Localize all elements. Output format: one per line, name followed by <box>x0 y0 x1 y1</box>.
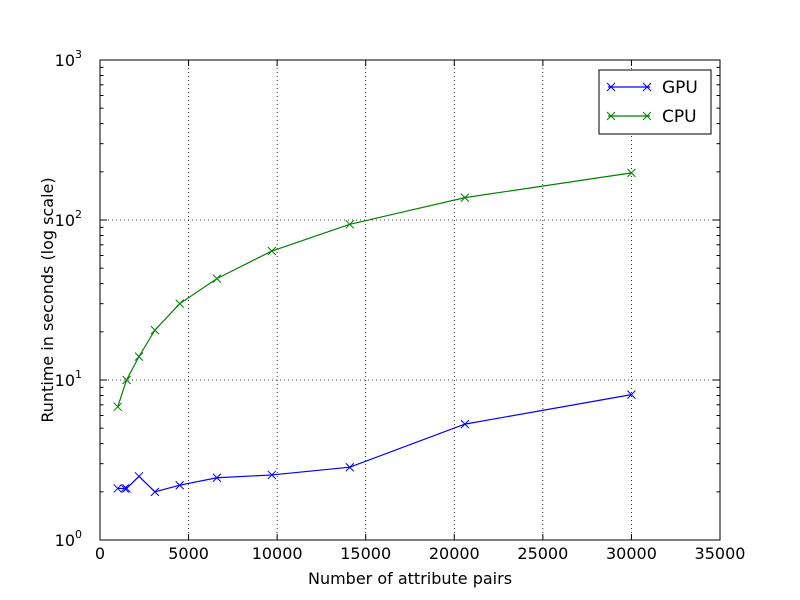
gpu-point <box>175 480 185 490</box>
cpu-legend-marker <box>642 111 652 121</box>
cpu-point <box>345 219 355 229</box>
x-tick-label: 0 <box>95 544 105 563</box>
cpu-legend-marker <box>606 111 616 121</box>
cpu-line <box>117 172 632 407</box>
gpu-legend-marker <box>642 82 652 92</box>
gpu-point <box>345 462 355 472</box>
x-tick-label: 25000 <box>517 544 568 563</box>
gpu-point <box>122 484 131 493</box>
gpu-point <box>460 419 470 429</box>
gpu-legend-label: GPU <box>662 78 698 98</box>
legend: GPU CPU <box>598 69 712 135</box>
plot-frame <box>99 59 721 541</box>
gpu-point <box>267 470 277 480</box>
y-tick-label: 100 <box>55 528 82 550</box>
gpu-point <box>627 390 636 399</box>
cpu-series <box>113 168 636 412</box>
cpu-point <box>212 274 222 283</box>
cpu-legend-label: CPU <box>662 107 697 127</box>
cpu-point <box>627 168 636 178</box>
y-tick-label: 102 <box>55 208 82 230</box>
axis-ticks: 0 5000 10000 15000 20000 25000 30000 35000 100 10… <box>55 48 746 563</box>
x-tick-label: 10000 <box>252 544 303 563</box>
x-tick-label: 15000 <box>340 544 391 563</box>
gpu-series <box>113 390 636 497</box>
cpu-point <box>267 246 277 256</box>
gpu-line <box>117 394 632 493</box>
cpu-point <box>122 375 131 385</box>
legend-box <box>598 69 712 135</box>
cpu-point <box>460 193 470 202</box>
cpu-point <box>134 352 144 361</box>
cpu-point <box>113 402 123 412</box>
series-layer <box>113 168 636 497</box>
y-axis-label: Runtime in seconds (log scale) <box>38 177 57 422</box>
x-axis-label: Number of attribute pairs <box>308 569 512 588</box>
x-tick-label: 20000 <box>429 544 480 563</box>
gpu-point <box>212 473 222 483</box>
y-tick-label: 101 <box>55 368 82 390</box>
cpu-point <box>175 299 185 309</box>
x-tick-label: 35000 <box>695 544 746 563</box>
x-tick-label: 30000 <box>606 544 657 563</box>
gpu-point <box>134 471 144 481</box>
x-tick-label: 5000 <box>168 544 209 563</box>
grid-lines <box>100 60 720 540</box>
y-tick-label: 103 <box>55 48 82 70</box>
gpu-point <box>120 484 130 493</box>
cpu-point <box>150 325 160 335</box>
gpu-point <box>150 487 160 497</box>
gpu-point <box>113 484 123 493</box>
gpu-legend-marker <box>606 82 616 92</box>
